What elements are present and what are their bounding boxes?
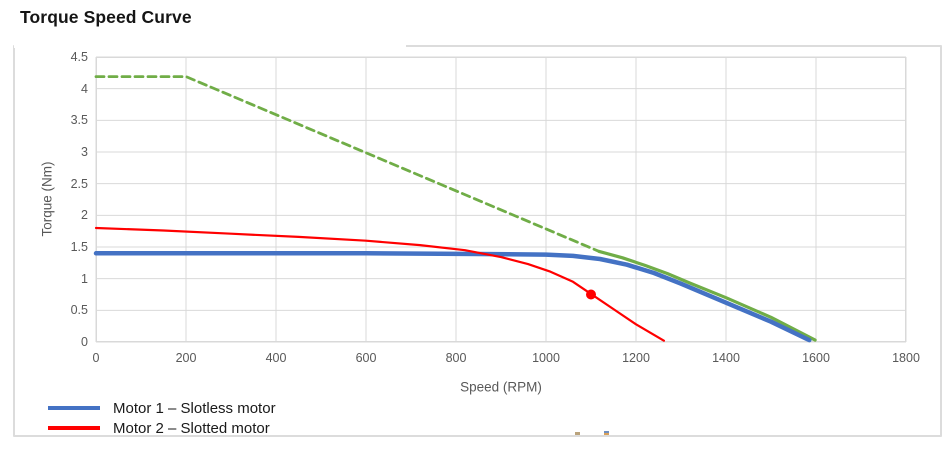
y-tick-label: 4.5: [70, 50, 88, 64]
y-tick-label: 0: [81, 335, 88, 349]
y-tick-label: 4: [81, 81, 88, 96]
series-line-green-solid-envelope: [597, 249, 817, 342]
cropped-artifact: [575, 432, 580, 435]
y-tick-label: 1: [81, 271, 88, 286]
y-axis-title: Torque (Nm): [39, 161, 55, 237]
legend: Motor 1 – Slotless motor Motor 2 – Slotte…: [48, 398, 276, 438]
frame-top-border-gap: [14, 44, 406, 48]
page-title: Torque Speed Curve: [20, 7, 192, 27]
series-line-motor2-slotted: [94, 226, 666, 342]
y-tick-label: 2.5: [70, 176, 88, 191]
marker-operating-point: [586, 289, 596, 300]
series-line-motor1-slotless: [93, 251, 812, 343]
legend-swatch: [48, 406, 100, 410]
x-tick-label: 1000: [532, 351, 560, 365]
x-tick-label: 400: [265, 351, 287, 365]
series-line-green-dashed-envelope: [94, 75, 601, 253]
y-tick-label: 1.5: [70, 240, 88, 254]
x-tick-label: 1600: [802, 351, 830, 365]
y-tick-label: 3.5: [70, 113, 88, 128]
legend-item: Motor 2 – Slotted motor: [48, 418, 276, 438]
legend-label: Motor 1 – Slotless motor: [113, 399, 276, 417]
legend-label: Motor 2 – Slotted motor: [113, 419, 270, 437]
x-axis-title: Speed (RPM): [460, 379, 542, 395]
x-tick-label: 600: [355, 351, 377, 365]
plot-border: [96, 57, 906, 342]
legend-item: Motor 1 – Slotless motor: [48, 398, 276, 418]
x-tick-label: 1200: [622, 351, 650, 365]
x-tick-label: 800: [445, 351, 467, 365]
y-tick-label: 2: [81, 208, 88, 223]
y-tick-label: 3: [81, 145, 88, 159]
cropped-artifact: [604, 431, 609, 435]
x-tick-label: 1400: [712, 351, 740, 365]
chart-frame: [13, 45, 942, 437]
x-tick-label: 1800: [892, 351, 920, 365]
x-tick-label: 200: [175, 351, 197, 365]
x-tick-label: 0: [92, 351, 100, 365]
legend-swatch: [48, 426, 100, 430]
y-tick-label: 0.5: [70, 303, 88, 318]
plot-area: [93, 56, 907, 343]
